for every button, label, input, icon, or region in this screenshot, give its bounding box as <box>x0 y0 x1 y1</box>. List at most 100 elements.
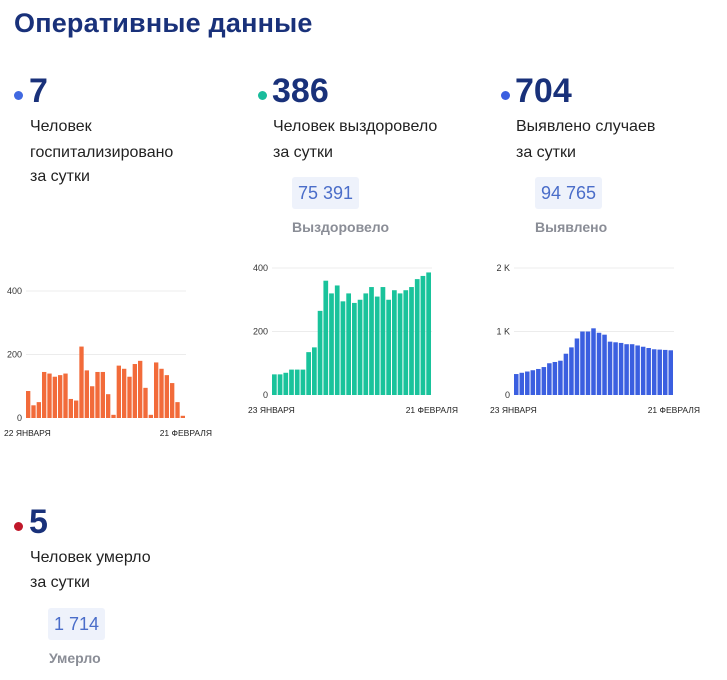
x-start-label: 22 ЯНВАРЯ <box>4 428 51 438</box>
bar <box>340 301 346 395</box>
bar <box>541 367 547 395</box>
x-start-label: 23 ЯНВАРЯ <box>248 405 295 415</box>
bar <box>420 275 426 395</box>
bar <box>277 374 283 395</box>
recovered-desc-line1: Человек выздоровело <box>273 118 438 135</box>
bar <box>180 415 185 418</box>
bar <box>514 374 519 395</box>
bar <box>651 349 657 395</box>
bar <box>409 287 414 395</box>
bar <box>329 293 334 395</box>
bar <box>602 334 607 395</box>
bar <box>122 368 127 418</box>
bar <box>574 338 580 395</box>
cases-total-badge: 94 765 <box>535 177 603 209</box>
bar <box>312 347 317 395</box>
hospitalized-dot <box>14 91 23 100</box>
y-tick-label: 2 K <box>496 263 510 273</box>
bar <box>635 345 640 395</box>
recovered-dot <box>258 91 267 100</box>
bar <box>596 332 602 395</box>
bar <box>300 369 306 395</box>
recovered-desc-line2: за сутки <box>273 144 333 161</box>
y-tick-label: 0 <box>17 413 22 423</box>
bar <box>68 398 73 418</box>
y-tick-label: 0 <box>505 390 510 400</box>
bar <box>79 346 84 418</box>
bar <box>386 299 391 395</box>
bar <box>100 371 105 418</box>
bar <box>552 361 558 395</box>
bar <box>289 369 294 395</box>
bar <box>63 373 68 418</box>
bar <box>283 372 289 395</box>
bar <box>374 296 380 395</box>
bar <box>392 290 397 395</box>
bar <box>363 293 369 395</box>
y-tick-label: 1 K <box>496 327 510 337</box>
bar <box>613 342 618 395</box>
deaths-total-label: Умерло <box>49 650 101 666</box>
bar <box>111 414 116 418</box>
bar <box>525 371 530 395</box>
deaths-desc-line1: Человек умерло <box>30 549 151 566</box>
bar <box>352 302 357 395</box>
bar <box>657 349 662 395</box>
bar <box>369 287 374 395</box>
bar <box>563 353 569 395</box>
bar <box>306 352 311 395</box>
bar <box>26 391 31 418</box>
bar <box>536 368 541 395</box>
hospitalized-desc-line3: за сутки <box>30 168 90 185</box>
bar <box>52 376 57 418</box>
recovered-total-label: Выздоровело <box>292 219 390 235</box>
bar <box>519 372 525 395</box>
bar <box>668 350 673 395</box>
deaths-value: 5 <box>29 503 48 541</box>
cases-dot <box>501 91 510 100</box>
bar <box>159 368 164 418</box>
bar <box>403 290 409 395</box>
bar <box>127 376 132 418</box>
bar <box>346 293 351 395</box>
y-tick-label: 400 <box>7 286 22 296</box>
bar <box>170 383 175 418</box>
bar <box>624 344 629 395</box>
bar <box>646 348 651 395</box>
bar <box>380 287 386 395</box>
bar <box>294 369 300 395</box>
bar <box>74 400 79 418</box>
cases-desc-line2: за сутки <box>516 144 576 161</box>
bar <box>106 394 111 418</box>
hospitalized-value: 7 <box>29 72 48 110</box>
bar <box>31 405 36 418</box>
bar <box>116 365 121 418</box>
deaths-desc-line2: за сутки <box>30 574 90 591</box>
bar <box>569 347 574 395</box>
bar <box>357 299 363 395</box>
y-tick-label: 0 <box>263 390 268 400</box>
cases-total-label: Выявлено <box>535 219 608 235</box>
bar <box>580 331 585 395</box>
hospitalized-desc-line1: Человек <box>30 118 92 135</box>
deaths-dot <box>14 522 23 531</box>
bar <box>591 328 596 395</box>
y-tick-label: 400 <box>253 263 268 273</box>
x-end-label: 21 ФЕВРАЛЯ <box>160 428 212 438</box>
y-tick-label: 200 <box>7 350 22 360</box>
bar <box>138 360 143 418</box>
bar <box>323 280 329 395</box>
bar <box>317 310 323 395</box>
bar <box>47 373 52 418</box>
x-end-label: 21 ФЕВРАЛЯ <box>406 405 458 415</box>
hospitalized-desc-line2: госпитализировано <box>30 144 174 161</box>
bar <box>607 341 613 395</box>
bar <box>426 272 431 395</box>
bar <box>629 344 635 395</box>
bar <box>58 375 63 418</box>
bar <box>42 371 47 418</box>
bar <box>143 387 148 418</box>
bar <box>662 349 668 395</box>
bar <box>640 346 646 395</box>
